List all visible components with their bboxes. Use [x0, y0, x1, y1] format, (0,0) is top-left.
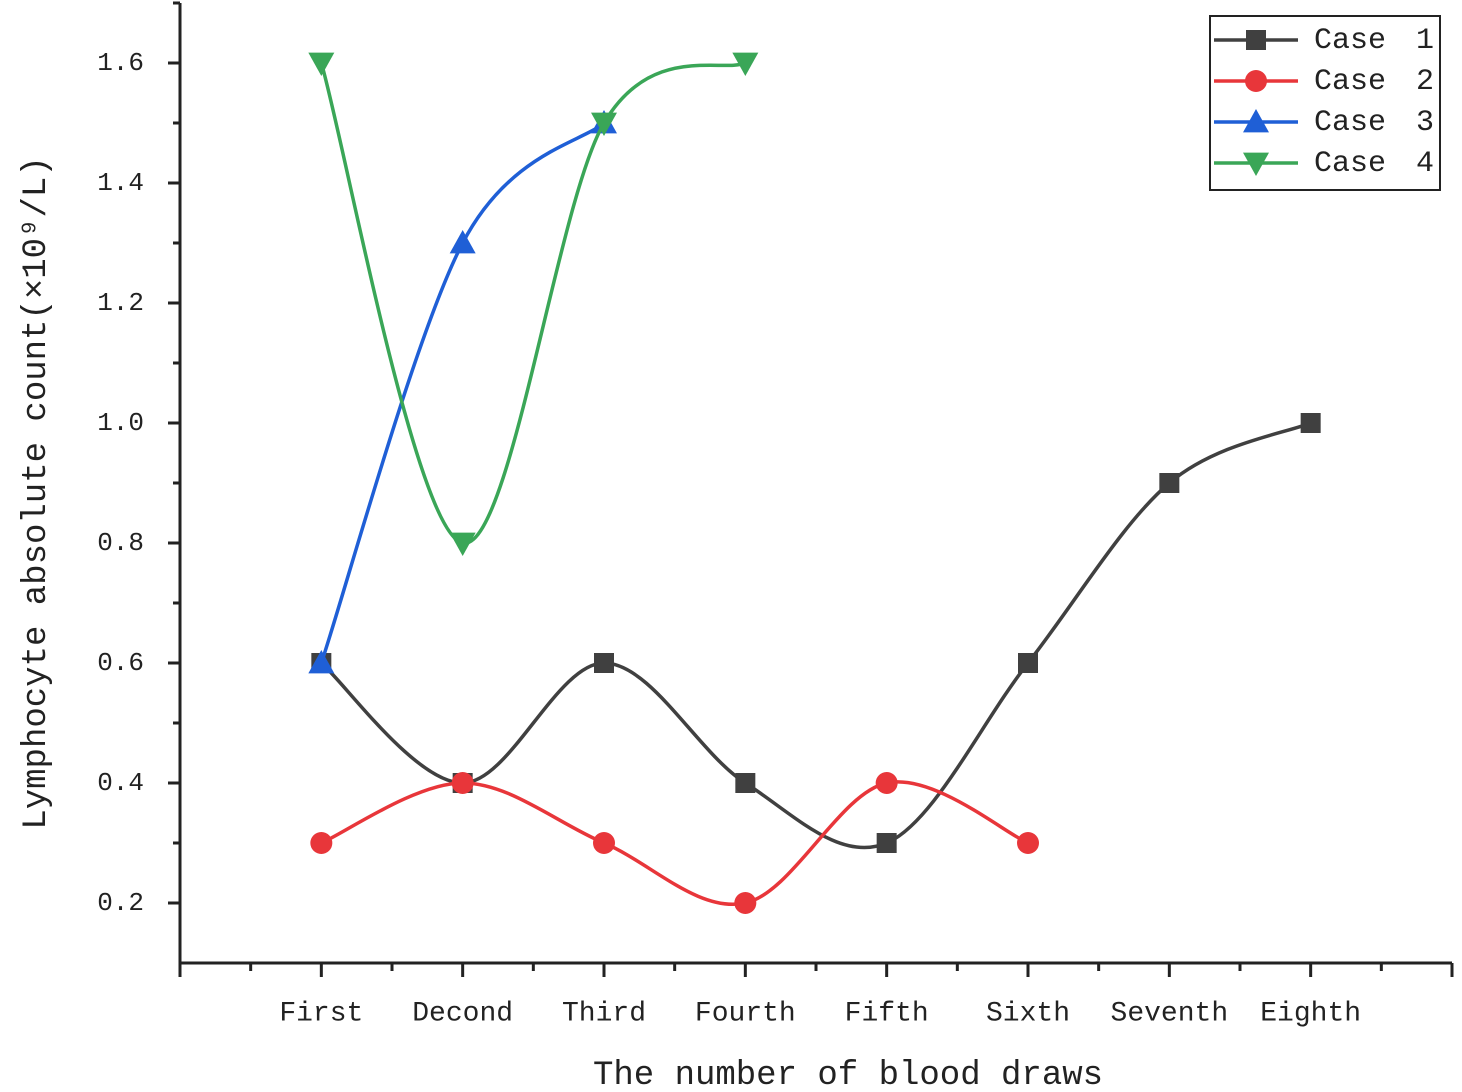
- marker: [310, 832, 333, 854]
- legend-label: Case 1: [1314, 24, 1434, 58]
- legend-label: Case 3: [1314, 106, 1434, 140]
- y-tick-label: 1.0: [97, 408, 144, 438]
- series-line: [320, 421, 1312, 850]
- series-line: [319, 61, 747, 545]
- x-tick-label: Seventh: [1111, 998, 1229, 1029]
- x-tick-label: Third: [562, 998, 646, 1029]
- series-line: [320, 780, 1029, 907]
- marker: [594, 653, 614, 673]
- y-tick-label: 0.4: [97, 768, 144, 798]
- marker: [1300, 413, 1321, 433]
- marker: [308, 650, 335, 674]
- marker: [449, 532, 476, 556]
- x-tick-label: Eighth: [1260, 998, 1361, 1029]
- x-tick-label: Decond: [412, 998, 513, 1029]
- x-tick-label: Sixth: [986, 998, 1070, 1029]
- x-tick-label: Fifth: [845, 998, 929, 1029]
- x-tick-label: First: [279, 998, 363, 1029]
- y-axis-title: Lymphocyte absolute count(×10⁹/L): [18, 156, 56, 829]
- y-tick-label: 0.8: [97, 528, 144, 558]
- legend-label: Case 4: [1314, 147, 1434, 181]
- legend-label: Case 2: [1314, 65, 1434, 99]
- marker: [451, 772, 474, 794]
- marker: [1243, 152, 1269, 176]
- y-tick-label: 0.2: [97, 888, 144, 918]
- marker: [1245, 70, 1267, 92]
- marker: [449, 230, 476, 254]
- marker: [1017, 832, 1039, 854]
- marker: [1018, 653, 1038, 673]
- marker: [734, 892, 757, 914]
- marker: [1243, 109, 1269, 133]
- marker: [876, 833, 897, 853]
- marker: [1246, 30, 1266, 50]
- marker: [308, 52, 335, 76]
- marker: [593, 832, 615, 854]
- legend: Case 1 Case 2 Case 3 Case 4: [1209, 15, 1441, 191]
- x-axis-title: The number of blood draws: [593, 1057, 1103, 1092]
- marker: [591, 112, 617, 136]
- series-line: [319, 121, 606, 664]
- marker: [735, 773, 756, 793]
- marker: [732, 52, 759, 76]
- y-tick-label: 1.2: [97, 288, 144, 318]
- y-tick-label: 1.6: [97, 48, 144, 78]
- y-tick-label: 1.4: [97, 168, 144, 198]
- marker: [875, 772, 898, 794]
- marker: [1159, 473, 1180, 493]
- x-tick-label: Fourth: [695, 998, 796, 1029]
- y-tick-label: 0.6: [97, 648, 144, 678]
